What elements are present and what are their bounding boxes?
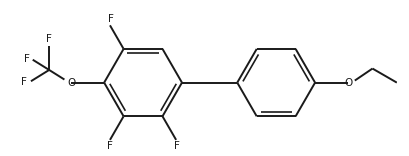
Text: F: F xyxy=(107,141,112,151)
Text: O: O xyxy=(343,78,351,88)
Text: F: F xyxy=(46,34,52,44)
Text: F: F xyxy=(174,141,180,151)
Text: F: F xyxy=(107,14,113,24)
Text: F: F xyxy=(21,77,27,87)
Text: O: O xyxy=(67,78,75,88)
Text: F: F xyxy=(24,54,29,64)
